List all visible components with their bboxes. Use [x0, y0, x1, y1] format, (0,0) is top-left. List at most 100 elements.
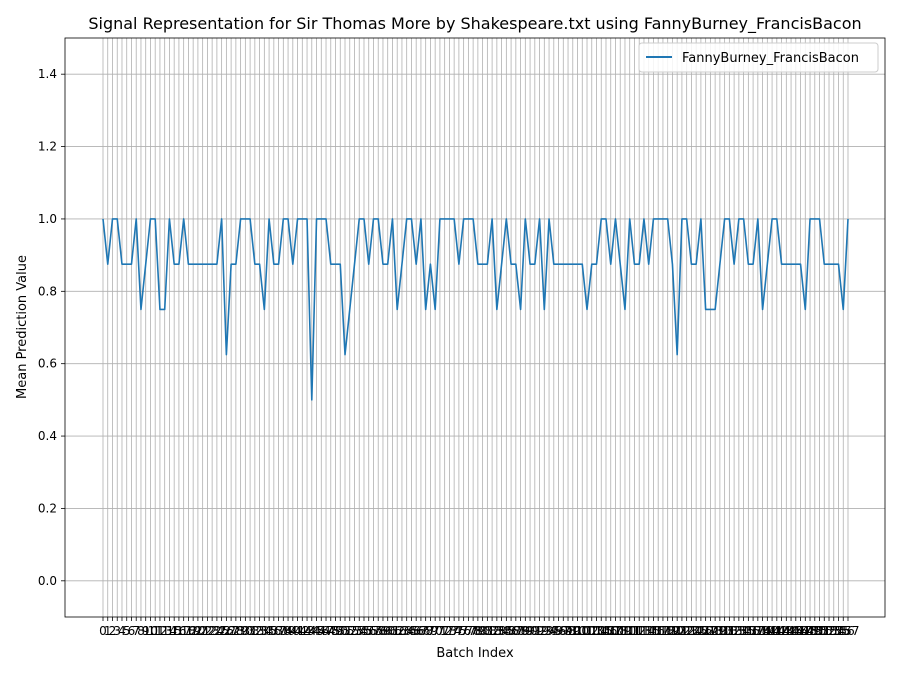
x-tick-label: 130: [708, 624, 731, 638]
x-tick-label: 135: [732, 624, 755, 638]
x-tick-label: 63: [394, 624, 409, 638]
x-tick-label: 53: [347, 624, 362, 638]
x-tick-label: 106: [595, 624, 618, 638]
x-tick-label: 39: [280, 624, 295, 638]
x-tick-label: 93: [537, 624, 552, 638]
x-tick-label: 61: [385, 624, 400, 638]
x-tick-label: 103: [580, 624, 603, 638]
x-tick-label: 136: [737, 624, 760, 638]
y-tick-label: 0.0: [38, 574, 57, 588]
x-tick-label: 143: [770, 624, 793, 638]
x-tick-label: 126: [689, 624, 712, 638]
x-tick-label: 34: [257, 624, 272, 638]
x-tick-label: 13: [157, 624, 172, 638]
x-tick-label: 19: [186, 624, 201, 638]
x-tick-label: 155: [827, 624, 850, 638]
x-tick-label: 54: [352, 624, 367, 638]
x-tick-label: 47: [318, 624, 333, 638]
x-tick-label: 4: [118, 624, 126, 638]
x-tick-label: 68: [418, 624, 433, 638]
x-tick-label: 157: [837, 624, 860, 638]
x-tick-label: 37: [271, 624, 286, 638]
x-tick-label: 145: [780, 624, 803, 638]
x-tick-label: 112: [623, 624, 646, 638]
y-axis-label: Mean Prediction Value: [15, 255, 30, 399]
x-tick-label: 149: [799, 624, 822, 638]
x-tick-label: 32: [247, 624, 262, 638]
x-tick-label: 64: [399, 624, 414, 638]
x-tick-label: 67: [413, 624, 428, 638]
x-tick-label: 75: [451, 624, 466, 638]
x-tick-label: 56: [361, 624, 376, 638]
x-tick-label: 86: [503, 624, 518, 638]
x-tick-label: 129: [704, 624, 727, 638]
legend: FannyBurney_FrancisBacon: [638, 42, 879, 73]
x-tick-label: 44: [304, 624, 319, 638]
x-tick-label: 58: [371, 624, 386, 638]
x-tick-label: 137: [742, 624, 765, 638]
y-tick-label: 1.4: [38, 67, 57, 81]
x-tick-label: 109: [609, 624, 632, 638]
plot-frame: [64, 37, 886, 618]
x-tick-label: 115: [637, 624, 660, 638]
x-tick-label: 72: [437, 624, 452, 638]
y-tick-label: 0.2: [38, 501, 57, 515]
x-tick-label: 92: [532, 624, 547, 638]
x-tick-label: 85: [499, 624, 514, 638]
x-tick-label: 127: [694, 624, 717, 638]
x-tick-label: 15: [167, 624, 182, 638]
x-tick-label: 65: [404, 624, 419, 638]
y-axis: 0.0 0.2 0.4 0.6 0.8 1.0 1.2 1.4: [38, 67, 65, 588]
x-tick-label: 22: [200, 624, 215, 638]
x-tick-label: 122: [670, 624, 693, 638]
x-tick-label: 117: [647, 624, 670, 638]
x-tick-label: 114: [633, 624, 656, 638]
x-tick-label: 84: [494, 624, 509, 638]
x-tick-label: 94: [541, 624, 556, 638]
x-tick-label: 96: [551, 624, 566, 638]
x-tick-label: 12: [152, 624, 167, 638]
x-tick-label: 35: [261, 624, 276, 638]
x-tick-label: 76: [456, 624, 471, 638]
x-tick-label: 28: [228, 624, 243, 638]
y-tick-label: 0.8: [38, 284, 57, 298]
x-tick-label: 105: [590, 624, 613, 638]
x-tick-label: 38: [276, 624, 291, 638]
x-tick-label: 140: [756, 624, 779, 638]
x-tick-label: 14: [162, 624, 177, 638]
chart-title: Signal Representation for Sir Thomas Mor…: [88, 14, 861, 34]
x-tick-label: 120: [661, 624, 684, 638]
x-tick-label: 99: [565, 624, 580, 638]
x-tick-label: 146: [784, 624, 807, 638]
x-tick-label: 132: [718, 624, 741, 638]
x-tick-label: 45: [309, 624, 324, 638]
x-tick-label: 23: [204, 624, 219, 638]
x-tick-label: 25: [214, 624, 229, 638]
x-tick-label: 59: [375, 624, 390, 638]
x-tick-label: 11: [148, 624, 163, 638]
x-tick-label: 80: [475, 624, 490, 638]
x-tick-label: 69: [423, 624, 438, 638]
x-tick-label: 98: [560, 624, 575, 638]
x-tick-label: 33: [252, 624, 267, 638]
x-tick-label: 62: [390, 624, 405, 638]
x-tick-label: 8: [137, 624, 145, 638]
x-axis: 0123456789101112131415161718192021222324…: [99, 617, 859, 638]
x-tick-label: 10: [143, 624, 158, 638]
x-tick-label: 139: [751, 624, 774, 638]
x-tick-label: 9: [142, 624, 150, 638]
x-tick-label: 150: [803, 624, 826, 638]
x-tick-label: 107: [599, 624, 622, 638]
x-tick-label: 81: [480, 624, 495, 638]
x-tick-label: 21: [195, 624, 210, 638]
x-tick-label: 29: [233, 624, 248, 638]
x-tick-label: 30: [238, 624, 253, 638]
x-tick-label: 142: [765, 624, 788, 638]
legend-label: FannyBurney_FrancisBacon: [682, 51, 859, 66]
x-tick-label: 118: [651, 624, 674, 638]
x-tick-label: 87: [508, 624, 523, 638]
x-tick-label: 79: [470, 624, 485, 638]
x-tick-label: 27: [223, 624, 238, 638]
x-tick-label: 1: [104, 624, 112, 638]
